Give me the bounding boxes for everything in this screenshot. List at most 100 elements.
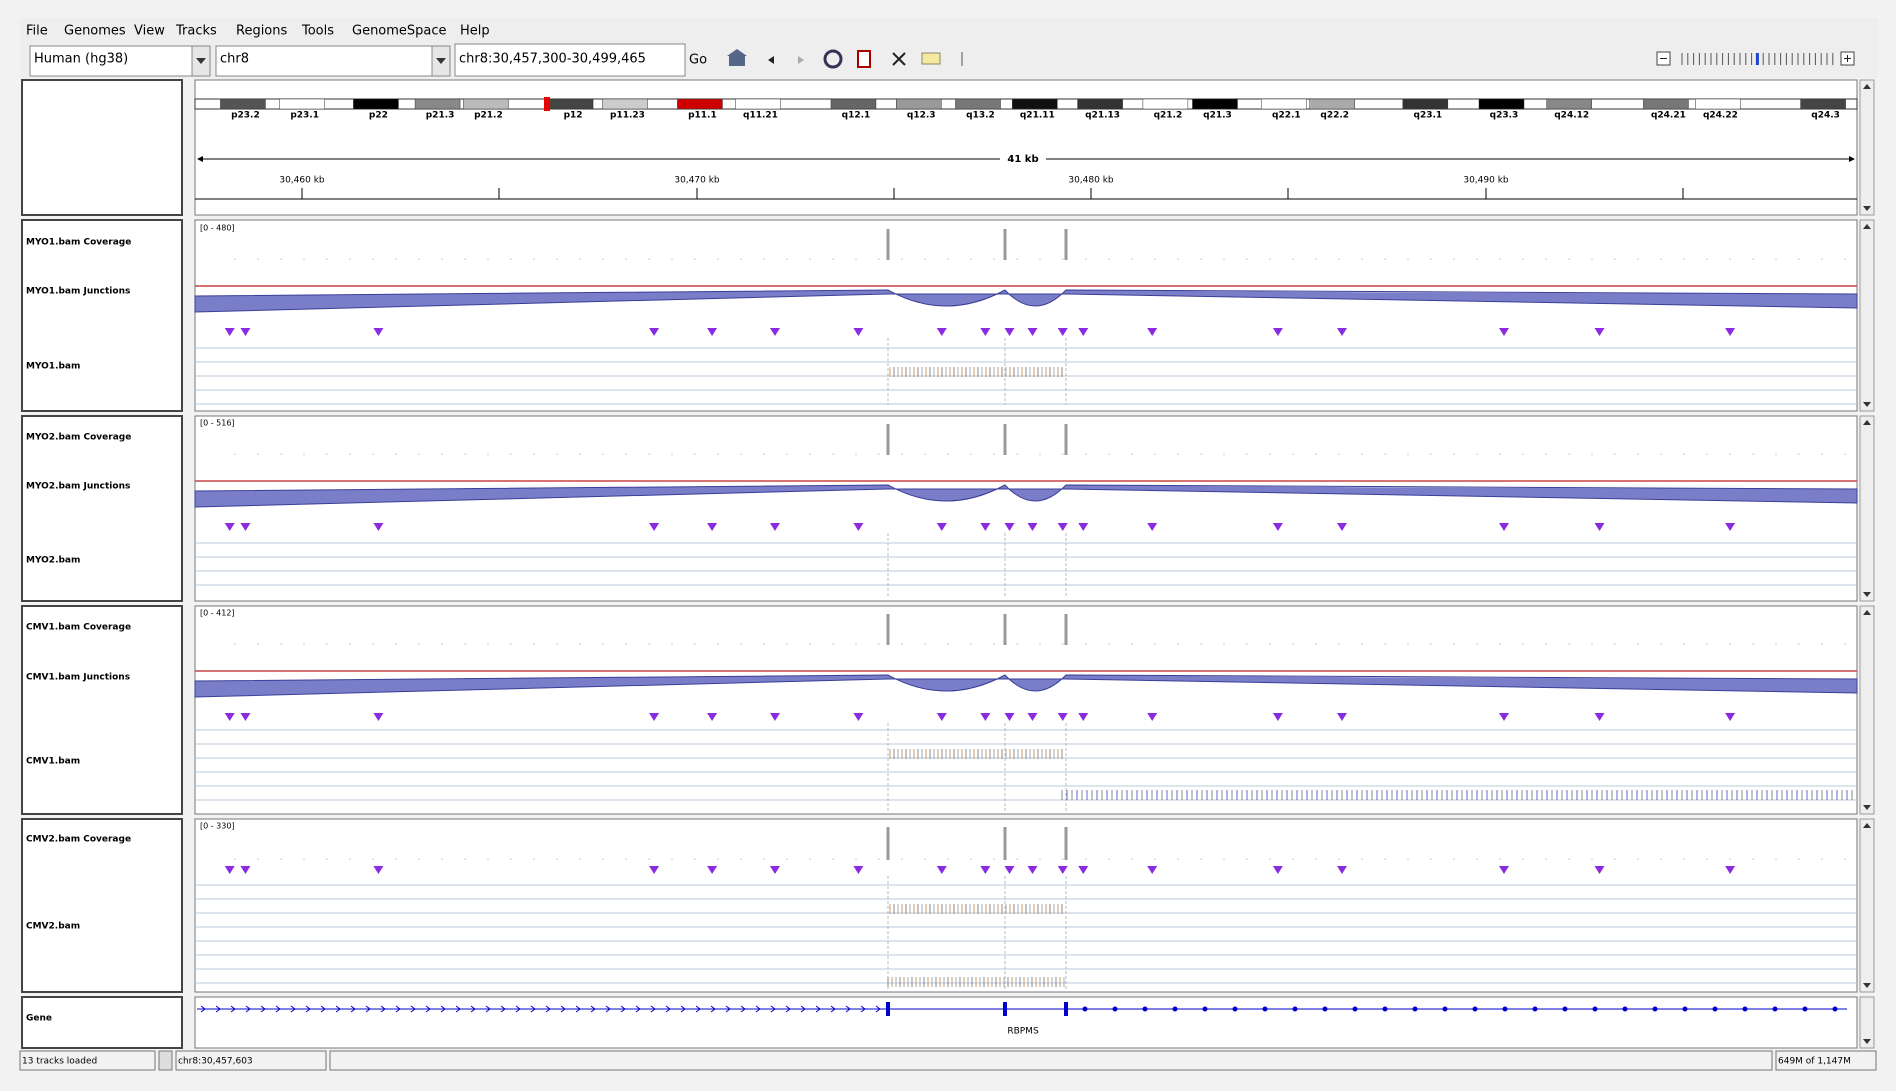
splice-marker [1147, 713, 1158, 721]
dropdown-arrow [436, 58, 446, 64]
splice-marker [373, 713, 384, 721]
strand-arrow [635, 1005, 641, 1013]
splice-marker [936, 328, 947, 336]
refresh-icon[interactable] [823, 49, 843, 69]
splice-marker [224, 866, 235, 874]
menu-item[interactable]: Genomes [64, 24, 126, 39]
chromosome-box[interactable] [215, 45, 451, 77]
coverage-peak [886, 424, 890, 455]
name-panel [21, 818, 183, 993]
scroll-down[interactable] [1863, 402, 1871, 407]
forward-icon[interactable] [798, 56, 804, 64]
splice-marker [1004, 866, 1015, 874]
cytoband [220, 98, 266, 110]
menu-item[interactable]: Tools [301, 24, 334, 39]
exon [1003, 1002, 1007, 1016]
strand-arrow [680, 1005, 686, 1013]
splice-marker [707, 866, 718, 874]
splice-marker [1147, 866, 1158, 874]
locus-box[interactable] [454, 43, 686, 77]
menu-item[interactable]: GenomeSpace [352, 24, 447, 39]
scroll-down[interactable] [1863, 1039, 1871, 1044]
scrollbar[interactable] [1859, 219, 1875, 412]
exon [1442, 1006, 1448, 1012]
splice-marker [936, 523, 947, 531]
strand-arrow [260, 1005, 266, 1013]
data-panel [194, 605, 1858, 815]
exon [1232, 1006, 1238, 1012]
splice-marker [1004, 713, 1015, 721]
cytoband [547, 98, 594, 110]
strand-arrow [755, 1005, 761, 1013]
exon [1064, 1002, 1068, 1016]
strand-arrow [350, 1005, 356, 1013]
strand-arrow [530, 1005, 536, 1013]
exon [1622, 1006, 1628, 1012]
scroll-down[interactable] [1863, 592, 1871, 597]
splice-marker [1336, 328, 1347, 336]
exon [1172, 1006, 1178, 1012]
scroll-up[interactable] [1863, 224, 1871, 229]
cytoband-label: q22.2 [1320, 111, 1349, 121]
genome-box[interactable] [29, 45, 211, 77]
splice-marker [980, 713, 991, 721]
strand-arrow [425, 1005, 431, 1013]
data-range: [0 - 330] [200, 822, 235, 831]
data-panel [194, 415, 1858, 602]
fit-icon[interactable] [892, 52, 906, 66]
scroll-down[interactable] [1863, 206, 1871, 211]
splice-marker [240, 866, 251, 874]
scrollbar[interactable] [1859, 605, 1875, 815]
scroll-up[interactable] [1863, 823, 1871, 828]
splice-marker [1027, 328, 1038, 336]
cytoband-label: p21.2 [474, 111, 503, 121]
roi-icon[interactable] [857, 50, 871, 68]
scrollbar[interactable] [1859, 79, 1875, 216]
scroll-up[interactable] [1863, 84, 1871, 89]
splice-marker [1004, 328, 1015, 336]
splice-marker [936, 866, 947, 874]
scrollbar[interactable] [1859, 996, 1875, 1049]
exon [1712, 1006, 1718, 1012]
splice-marker [649, 866, 660, 874]
cytoband [830, 98, 877, 110]
scrollbar[interactable] [1859, 415, 1875, 602]
coverage-peak [1064, 614, 1068, 645]
menu-item[interactable]: View [134, 24, 165, 39]
strand-arrow [770, 1005, 776, 1013]
strand-arrow [305, 1005, 311, 1013]
coverage-peak [886, 229, 890, 260]
cytoband [1309, 98, 1355, 110]
menu-item[interactable]: Tracks [175, 24, 217, 39]
strand-arrow [320, 1005, 326, 1013]
go-button[interactable]: Go [689, 53, 707, 68]
strand-arrow [380, 1005, 386, 1013]
scroll-down[interactable] [1863, 983, 1871, 988]
popup-icon[interactable] [921, 52, 941, 65]
cytoband [414, 98, 461, 110]
exon [1352, 1006, 1358, 1012]
exon [1082, 1006, 1088, 1012]
exon [1532, 1006, 1538, 1012]
splice-marker [240, 713, 251, 721]
exon [1142, 1006, 1148, 1012]
exon [1772, 1006, 1778, 1012]
splice-marker [1594, 713, 1605, 721]
status-text: 649M of 1,147M [1778, 1057, 1851, 1067]
menu-item[interactable]: File [26, 24, 48, 39]
cytoband-label: q21.3 [1203, 111, 1232, 121]
scroll-up[interactable] [1863, 420, 1871, 425]
splice-marker [649, 713, 660, 721]
back-icon[interactable] [768, 56, 774, 64]
menu-bar [20, 18, 1878, 44]
zoom-slider[interactable] [1681, 53, 1834, 65]
menu-item[interactable]: Help [460, 24, 490, 39]
scroll-down[interactable] [1863, 805, 1871, 810]
menu-item[interactable]: Regions [236, 24, 288, 39]
junction-band [194, 484, 1858, 508]
scrollbar[interactable] [1859, 818, 1875, 993]
status-box [329, 1050, 1773, 1071]
home-icon[interactable] [727, 49, 747, 66]
scroll-up[interactable] [1863, 610, 1871, 615]
status-box [19, 1050, 156, 1071]
